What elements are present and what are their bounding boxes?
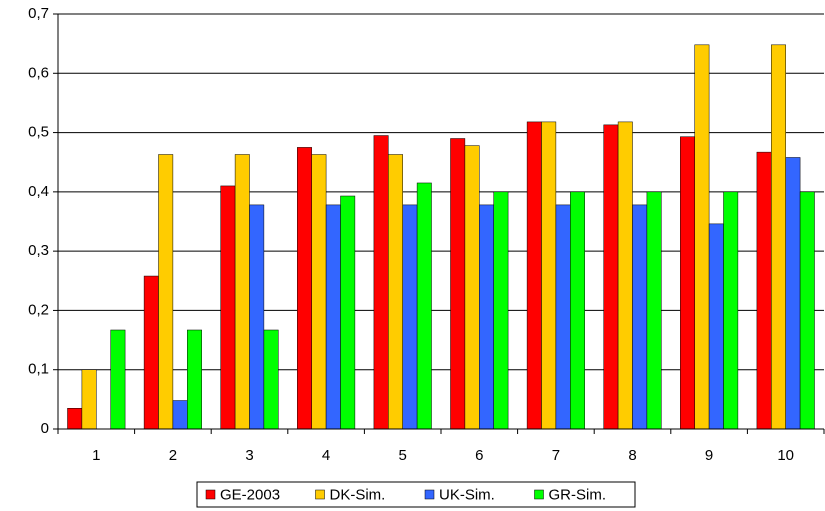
x-tick-label: 7 [552, 447, 560, 464]
y-tick-label: 0,6 [28, 64, 49, 81]
y-tick-label: 0,1 [28, 361, 49, 378]
legend-swatch [205, 489, 216, 500]
bar [526, 121, 542, 430]
bar [143, 275, 159, 430]
bar [680, 136, 695, 430]
x-tick-label: 8 [628, 447, 636, 464]
x-tick-label: 4 [322, 447, 330, 464]
bar [555, 204, 571, 430]
x-tick-label: 9 [705, 447, 713, 464]
y-tick-label: 0 [41, 420, 49, 437]
bar [493, 191, 509, 430]
bar [187, 329, 202, 430]
x-tick-label: 5 [399, 447, 407, 464]
bar [785, 157, 801, 430]
bar [311, 154, 327, 430]
y-tick-label: 0,2 [28, 301, 49, 318]
legend-box [196, 481, 636, 508]
bar [172, 400, 188, 430]
y-tick-label: 0,5 [28, 124, 49, 141]
bar [81, 369, 97, 430]
bar [373, 135, 389, 430]
bar [799, 191, 815, 430]
legend-label: DK-Sim. [330, 486, 386, 503]
bar [388, 154, 403, 430]
bar [771, 44, 786, 430]
bar [632, 204, 648, 430]
y-tick-label: 0,4 [28, 183, 49, 200]
bar [297, 147, 312, 430]
legend-label: GE-2003 [220, 486, 280, 503]
bar [694, 44, 710, 430]
x-tick-label: 3 [245, 447, 253, 464]
bar [479, 204, 494, 430]
x-tick-label: 6 [475, 447, 483, 464]
bar [756, 151, 772, 430]
legend-swatch [424, 489, 435, 500]
bar [646, 191, 662, 430]
x-tick-label: 1 [92, 447, 100, 464]
legend-swatch [315, 489, 325, 500]
bar [541, 121, 557, 430]
bar [402, 204, 418, 430]
bar [325, 204, 341, 430]
x-tick-label: 10 [777, 447, 794, 464]
bar [464, 145, 480, 430]
bar [416, 182, 432, 430]
bar [67, 408, 83, 430]
legend-label: GR-Sim. [549, 486, 607, 503]
bar [617, 121, 633, 430]
bar [603, 124, 619, 430]
bar [220, 185, 236, 430]
bar [708, 223, 724, 430]
legend-swatch [534, 489, 544, 500]
legend-label: UK-Sim. [439, 486, 495, 503]
bar [110, 329, 126, 430]
bar [723, 191, 739, 430]
bar [263, 329, 279, 430]
bar [340, 195, 356, 430]
bar [234, 154, 250, 430]
x-tick-label: 2 [169, 447, 177, 464]
y-tick-label: 0,3 [28, 242, 49, 259]
bar [450, 138, 466, 430]
bar [570, 191, 585, 430]
bar [249, 204, 265, 430]
bar [158, 154, 174, 430]
y-tick-label: 0,7 [28, 5, 49, 22]
